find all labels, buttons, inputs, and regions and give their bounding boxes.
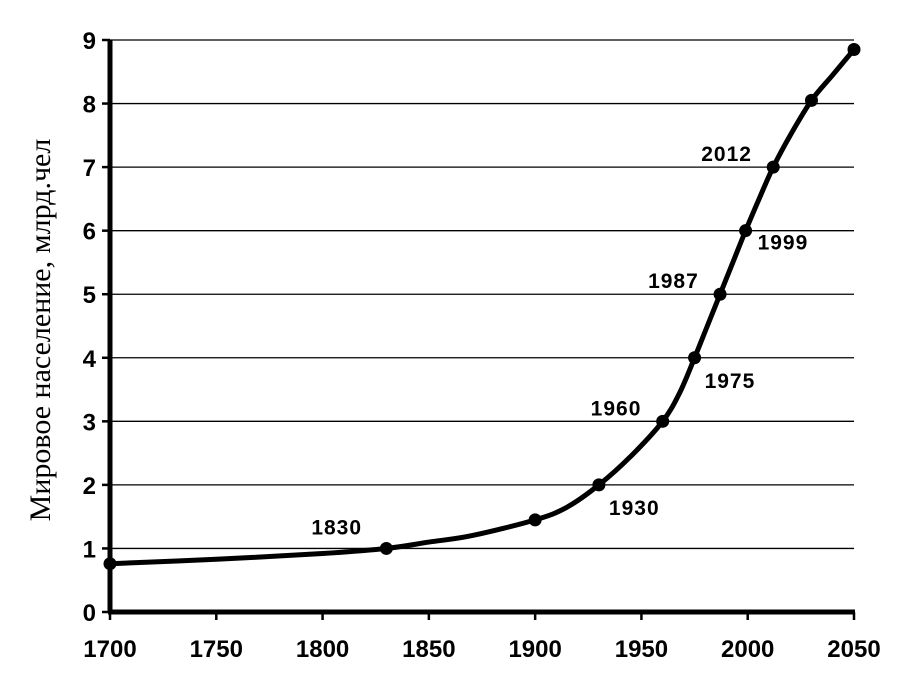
y-tick-label-3: 3 bbox=[83, 409, 96, 436]
x-tick-label-1750: 1750 bbox=[190, 636, 243, 663]
annotation-1830: 1830 bbox=[311, 516, 362, 539]
annotation-1975: 1975 bbox=[705, 370, 756, 393]
y-tick-label-8: 8 bbox=[83, 92, 96, 119]
x-tick-label-2000: 2000 bbox=[721, 636, 774, 663]
x-tick-label-1800: 1800 bbox=[296, 636, 349, 663]
y-tick-label-0: 0 bbox=[83, 600, 96, 627]
series-line-0 bbox=[107, 47, 857, 567]
x-tick-label-2050: 2050 bbox=[827, 636, 880, 663]
annotation-1999: 1999 bbox=[758, 232, 809, 255]
point-marker-1700 bbox=[103, 557, 117, 571]
point-marker-1900 bbox=[528, 513, 542, 527]
x-tick-label-1900: 1900 bbox=[508, 636, 561, 663]
annotation-1960: 1960 bbox=[591, 397, 642, 420]
series-layer bbox=[107, 47, 857, 567]
y-tick-label-5: 5 bbox=[83, 282, 96, 309]
point-marker-2030 bbox=[804, 93, 818, 107]
y-tick-label-7: 7 bbox=[83, 155, 96, 182]
annotation-1930: 1930 bbox=[609, 497, 660, 520]
x-tick-label-1700: 1700 bbox=[83, 636, 136, 663]
point-marker-1930 bbox=[592, 478, 606, 492]
point-marker-1830 bbox=[379, 541, 393, 555]
y-tick-label-4: 4 bbox=[83, 346, 97, 373]
point-marker-2050 bbox=[847, 43, 861, 57]
point-marker-1987 bbox=[713, 287, 727, 301]
y-tick-label-1: 1 bbox=[83, 536, 96, 563]
y-tick-label-6: 6 bbox=[83, 219, 96, 246]
x-tick-label-1850: 1850 bbox=[402, 636, 455, 663]
point-marker-1975 bbox=[688, 351, 702, 365]
y-tick-label-9: 9 bbox=[83, 28, 96, 55]
y-axis-title: Мировое население, млрд.чел bbox=[24, 139, 57, 522]
annotation-1987: 1987 bbox=[648, 270, 699, 293]
x-tick-label-1950: 1950 bbox=[615, 636, 668, 663]
point-marker-1960 bbox=[656, 414, 670, 428]
gridlines bbox=[110, 39, 854, 550]
y-tick-label-2: 2 bbox=[83, 473, 96, 500]
annotations: 1830 1930 1960 1975 1987 1999 2012 bbox=[311, 143, 809, 539]
point-marker-2012 bbox=[766, 160, 780, 174]
tick-labels: 0 1 2 3 4 5 6 7 8 9 1700 1750 1800 1850 1900 1950 2000 20… bbox=[83, 28, 881, 663]
point-marker-1999 bbox=[739, 224, 753, 238]
axes bbox=[102, 38, 856, 620]
annotation-2012: 2012 bbox=[701, 143, 752, 166]
markers bbox=[103, 43, 861, 571]
